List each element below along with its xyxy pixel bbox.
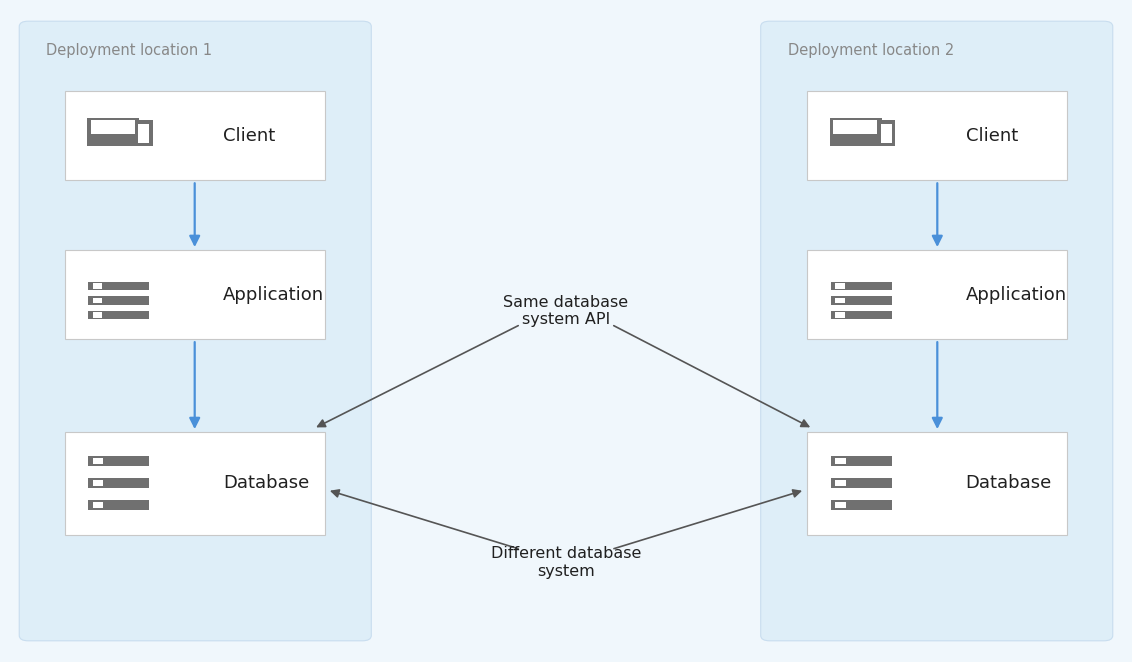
Bar [831,282,892,290]
FancyBboxPatch shape [65,432,325,535]
Bar [135,120,153,146]
Bar [87,137,151,146]
Bar [88,457,149,466]
Bar [831,297,892,305]
Text: Deployment location 2: Deployment location 2 [788,43,954,58]
Bar [93,458,103,465]
Bar [88,311,149,320]
Text: Deployment location 1: Deployment location 1 [46,43,213,58]
Bar [835,298,844,303]
Bar [835,481,846,486]
Text: Different database
system: Different database system [491,547,641,579]
FancyBboxPatch shape [65,91,325,181]
Bar [877,120,895,146]
Bar [831,500,892,510]
Text: Same database
system API: Same database system API [504,295,628,327]
Bar [138,124,149,143]
FancyBboxPatch shape [761,21,1113,641]
Bar [835,312,844,318]
Bar [831,311,892,320]
Bar [93,283,102,289]
Text: Client: Client [223,126,275,145]
FancyBboxPatch shape [807,91,1067,181]
Text: Application: Application [966,285,1066,304]
Bar [831,457,892,466]
Text: Application: Application [223,285,324,304]
Bar [88,500,149,510]
FancyBboxPatch shape [19,21,371,641]
Bar [88,297,149,305]
Text: Client: Client [966,126,1018,145]
FancyBboxPatch shape [65,250,325,340]
Bar [835,283,844,289]
Bar [833,120,878,134]
Bar [87,118,139,137]
Bar [88,478,149,489]
FancyBboxPatch shape [807,250,1067,340]
Bar [93,312,102,318]
Text: Database: Database [966,474,1052,493]
Bar [91,120,136,134]
Bar [93,481,103,486]
Bar [835,502,846,508]
Bar [835,458,846,465]
Bar [88,282,149,290]
Bar [93,502,103,508]
Text: Database: Database [223,474,309,493]
Bar [881,124,892,143]
Bar [831,478,892,489]
FancyBboxPatch shape [807,432,1067,535]
Bar [93,298,102,303]
Bar [830,137,893,146]
Bar [830,118,882,137]
